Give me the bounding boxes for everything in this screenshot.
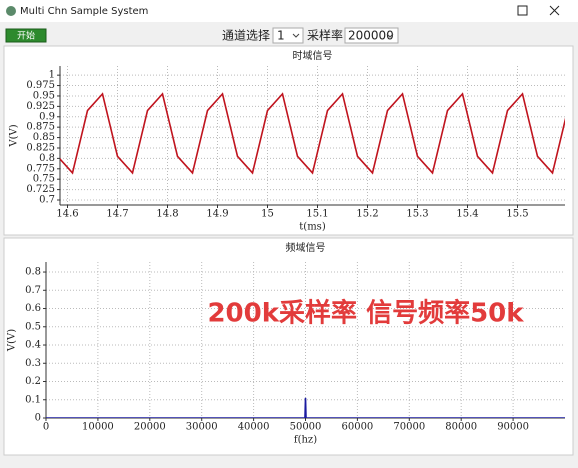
rate-label: 采样率: [307, 28, 343, 43]
data-line: [60, 92, 565, 175]
channel-select[interactable]: [272, 27, 304, 44]
chart-panel: [3, 237, 574, 456]
x-tick-label: 50000: [290, 422, 322, 433]
y-tick-label: 0.975: [26, 80, 55, 91]
chart-title: 时域信号: [293, 49, 333, 62]
window-title: Multi Chn Sample System: [20, 6, 148, 17]
x-tick-label: 90000: [497, 422, 529, 433]
x-tick-label: 40000: [238, 422, 270, 433]
x-axis-label: f(hz): [294, 435, 317, 446]
x-tick-label: 15.4: [456, 209, 478, 220]
y-axis-label: V(V): [7, 329, 18, 352]
x-tick-label: 15.2: [356, 209, 378, 220]
rate-value: 200000: [348, 29, 394, 43]
x-tick-label: 15.1: [306, 209, 328, 220]
start-button-label: 开始: [17, 30, 35, 42]
channel-value: 1: [277, 29, 285, 43]
y-tick-label: 0.95: [33, 90, 55, 101]
rate-select[interactable]: [344, 27, 399, 44]
annotation: 200k采样率 信号频率50k: [207, 298, 524, 329]
chart-panel: [3, 45, 574, 236]
y-tick-label: 1: [49, 70, 55, 81]
y-tick-label: 0.75: [33, 174, 55, 185]
y-tick-label: 0.3: [25, 358, 41, 369]
y-tick-label: 0.7: [25, 285, 41, 296]
y-axis-label: V(V): [9, 124, 20, 147]
title-bar: [0, 0, 578, 22]
y-tick-label: 0.4: [25, 340, 41, 351]
close-button[interactable]: [549, 5, 560, 16]
x-tick-label: 14.6: [56, 209, 78, 220]
y-tick-label: 0.8: [25, 267, 41, 278]
maximize-button[interactable]: [517, 5, 528, 16]
y-tick-label: 0.1: [25, 394, 41, 405]
x-tick-label: 60000: [341, 422, 373, 433]
y-tick-label: 0.7: [39, 195, 55, 206]
app-icon: [6, 6, 16, 16]
x-tick-label: 20000: [134, 422, 166, 433]
y-tick-label: 0.2: [25, 376, 41, 387]
y-tick-label: 0.6: [25, 303, 41, 314]
channel-label: 通道选择: [222, 29, 270, 43]
x-tick-label: 80000: [445, 422, 477, 433]
x-tick-label: 15.5: [506, 209, 528, 220]
dropdown-arrow: [386, 33, 394, 38]
y-tick-label: 0.925: [26, 101, 55, 112]
y-tick-label: 0.9: [39, 111, 55, 122]
x-tick-label: 15.3: [406, 209, 428, 220]
start-button[interactable]: [5, 28, 47, 43]
x-tick-label: 14.9: [206, 209, 228, 220]
y-tick-label: 0.5: [25, 321, 41, 332]
y-tick-label: 0.825: [26, 142, 55, 153]
y-tick-label: 0.875: [26, 122, 55, 133]
y-tick-label: 0: [35, 413, 41, 424]
x-tick-label: 14.7: [106, 209, 128, 220]
y-tick-label: 0.775: [26, 163, 55, 174]
dropdown-arrow: [292, 33, 300, 38]
y-tick-label: 0.85: [33, 132, 55, 143]
chart-title: 频域信号: [286, 241, 326, 254]
x-tick-label: 15: [261, 209, 274, 220]
x-tick-label: 14.8: [156, 209, 178, 220]
x-tick-label: 30000: [186, 422, 218, 433]
y-tick-label: 0.725: [26, 184, 55, 195]
x-tick-label: 0: [43, 422, 49, 433]
x-tick-label: 70000: [393, 422, 425, 433]
y-tick-label: 0.8: [39, 153, 55, 164]
data-line: [46, 397, 565, 418]
x-tick-label: 10000: [82, 422, 114, 433]
x-axis-label: t(ms): [299, 222, 326, 233]
